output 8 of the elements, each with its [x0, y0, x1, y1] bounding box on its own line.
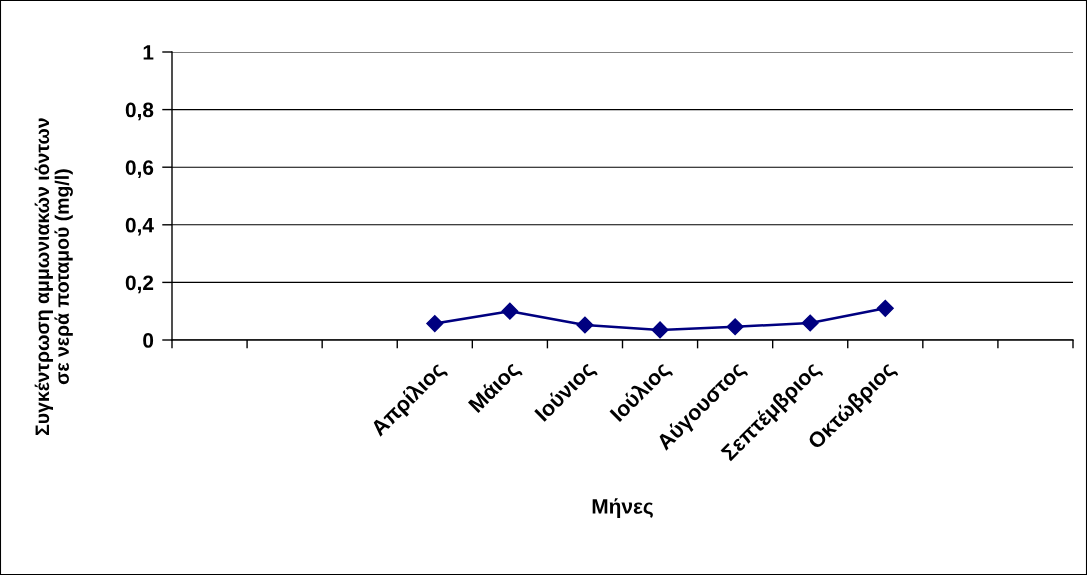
y-tick-label: 0,8	[125, 102, 154, 121]
y-tick-label: 0,4	[125, 217, 154, 236]
x-axis-title: Μήνες	[592, 498, 653, 518]
y-axis-title: Συγκέντρωση αμμωνιακών ιόντων σε νερά ποταμού (mg/l)	[34, 118, 73, 436]
y-tick-label: 0	[143, 333, 154, 348]
y-tick-label: 0,2	[125, 275, 154, 294]
y-tick-label: 1	[143, 45, 154, 60]
y-tick-label: 0,6	[125, 160, 154, 178]
